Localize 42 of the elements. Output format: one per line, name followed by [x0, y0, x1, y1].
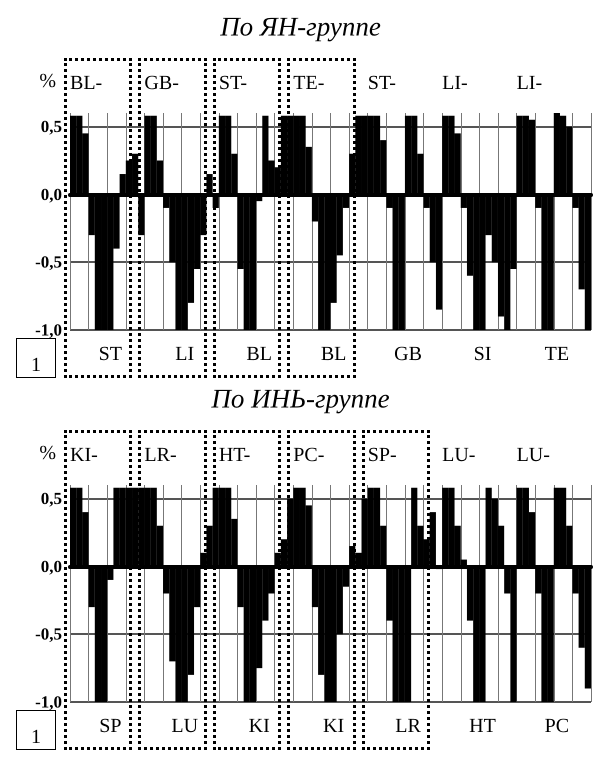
- text: KI-: [70, 444, 98, 466]
- y-tick-label: 0,5: [40, 117, 62, 136]
- text: LI-: [516, 72, 542, 94]
- x-tick-label: LU: [171, 715, 199, 737]
- text: PC-: [293, 444, 324, 466]
- text: BL-: [70, 72, 102, 94]
- text: LI-: [442, 72, 468, 94]
- x-tick-label: ST: [98, 343, 122, 365]
- y-tick-label: 0,5: [40, 489, 62, 508]
- y-axis-title: %: [39, 442, 56, 464]
- x-tick-label: BL: [320, 343, 346, 365]
- y-tick-label: -1,0: [35, 692, 62, 712]
- x-tick-label: SI: [474, 343, 492, 365]
- y-tick-label: -0,5: [35, 252, 62, 272]
- y-tick-label: 0,0: [40, 184, 62, 204]
- y-tick-label: 0,0: [40, 556, 62, 576]
- y-tick-label: -1,0: [35, 320, 62, 340]
- text: 1: [16, 710, 56, 750]
- x-tick-label: TE: [544, 343, 570, 365]
- x-tick-label: LI: [175, 343, 194, 365]
- x-tick-label: BL: [246, 343, 272, 365]
- x-tick-label: KI: [323, 715, 344, 737]
- text: GB-: [144, 72, 179, 94]
- x-tick-label: KI: [248, 715, 270, 737]
- text: ST-: [368, 72, 396, 94]
- x-tick-label: GB: [394, 343, 422, 365]
- text: LR-: [144, 444, 177, 466]
- text: TE-: [293, 72, 324, 94]
- y-tick-label: -0,5: [35, 624, 62, 644]
- text: LU-: [516, 444, 550, 466]
- text: 1: [16, 338, 56, 378]
- x-tick-label: SP: [99, 715, 122, 737]
- y-axis-title: %: [39, 70, 56, 92]
- text: LU-: [442, 444, 476, 466]
- x-tick-label: HT: [469, 715, 496, 737]
- chart-title: По ЯН-группе: [219, 12, 381, 42]
- text: HT-: [218, 444, 250, 466]
- x-tick-label: LR: [395, 715, 422, 737]
- chart-title: По ИНЬ-группе: [210, 384, 390, 414]
- text: ST-: [218, 72, 248, 94]
- x-tick-label: PC: [544, 715, 570, 737]
- text: SP-: [368, 444, 397, 466]
